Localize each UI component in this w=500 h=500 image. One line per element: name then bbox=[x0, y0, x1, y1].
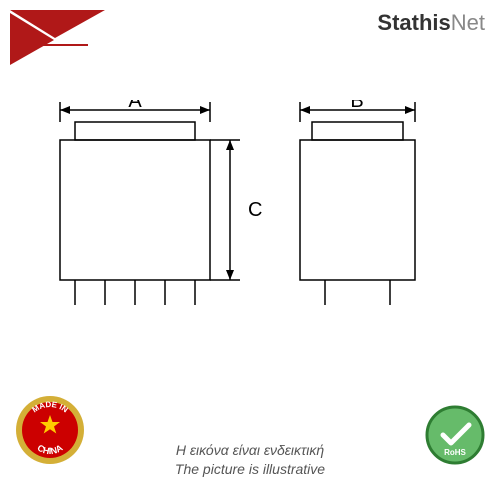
transformer-dimension-diagram: A B C bbox=[0, 100, 500, 380]
dim-c-arrow-b bbox=[226, 270, 234, 280]
side-body bbox=[300, 140, 415, 280]
dim-c-arrow-t bbox=[226, 140, 234, 150]
dim-label-c: C bbox=[248, 199, 262, 221]
front-top-tab bbox=[75, 122, 195, 140]
caption-line-greek: Η εικόνα είναι ενδεικτική bbox=[0, 441, 500, 461]
dim-a-arrow-r bbox=[200, 106, 210, 114]
dim-label-a: A bbox=[128, 100, 142, 112]
product-diagram-card: StathisNet bbox=[0, 0, 500, 500]
dim-b-arrow-r bbox=[405, 106, 415, 114]
brand-name: StathisNet bbox=[377, 10, 485, 36]
illustrative-caption: Η εικόνα είναι ενδεικτική The picture is… bbox=[0, 441, 500, 480]
brand-suffix: Net bbox=[451, 10, 485, 35]
company-logo bbox=[10, 10, 105, 70]
side-top-tab bbox=[312, 122, 403, 140]
front-body bbox=[60, 140, 210, 280]
dim-a-arrow-l bbox=[60, 106, 70, 114]
dim-label-b: B bbox=[350, 100, 363, 112]
brand-main: Stathis bbox=[377, 10, 450, 35]
dim-b-arrow-l bbox=[300, 106, 310, 114]
caption-line-english: The picture is illustrative bbox=[0, 460, 500, 480]
